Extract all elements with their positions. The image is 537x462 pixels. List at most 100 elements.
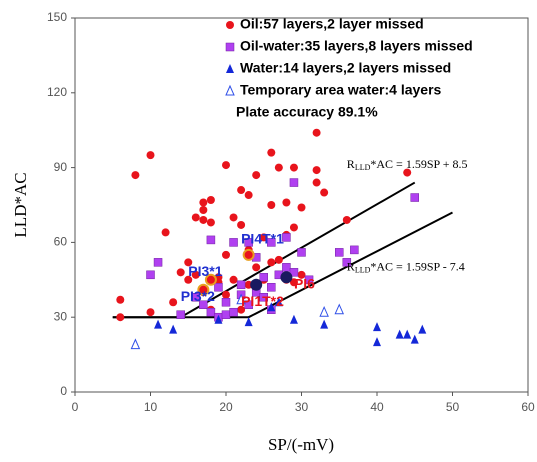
point bbox=[191, 293, 201, 302]
point bbox=[312, 128, 321, 137]
point bbox=[146, 270, 155, 280]
equation-sub: LLD bbox=[355, 265, 371, 274]
equation-rest: *AC = 1.59SP - 7.4 bbox=[370, 259, 464, 273]
point-label: PI6 bbox=[294, 275, 315, 291]
point bbox=[304, 275, 314, 285]
point bbox=[131, 171, 140, 180]
point bbox=[176, 268, 185, 277]
point bbox=[199, 205, 208, 214]
point bbox=[335, 248, 344, 257]
point bbox=[222, 250, 230, 259]
point bbox=[274, 297, 283, 307]
point bbox=[297, 270, 306, 279]
point bbox=[373, 337, 381, 347]
point bbox=[334, 303, 345, 315]
point bbox=[297, 248, 306, 257]
point bbox=[229, 238, 238, 247]
legend-label: Temporary area water:4 layers bbox=[240, 82, 442, 98]
point bbox=[259, 293, 268, 302]
legend-label: Water:14 layers,2 layers missed bbox=[240, 60, 451, 76]
point bbox=[289, 223, 298, 232]
point bbox=[267, 302, 276, 312]
point bbox=[282, 263, 291, 272]
point bbox=[274, 163, 283, 172]
point bbox=[154, 319, 163, 329]
x-tick-label: 30 bbox=[295, 400, 309, 414]
point bbox=[229, 275, 238, 284]
y-tick-label: 150 bbox=[47, 10, 67, 24]
point bbox=[282, 198, 291, 207]
x-tick-label: 40 bbox=[370, 400, 384, 414]
point bbox=[184, 275, 193, 284]
point bbox=[267, 258, 276, 267]
point bbox=[191, 213, 200, 222]
point bbox=[342, 258, 352, 267]
equation-r: R bbox=[347, 157, 355, 171]
point bbox=[289, 314, 298, 324]
equation: RLLD*AC = 1.59SP + 8.5 bbox=[347, 157, 468, 172]
equation-r: R bbox=[347, 259, 355, 273]
point bbox=[282, 233, 291, 242]
point bbox=[320, 188, 329, 197]
x-tick-label: 20 bbox=[219, 400, 233, 414]
point bbox=[259, 233, 268, 242]
point bbox=[395, 329, 404, 339]
highlight-point bbox=[197, 283, 210, 296]
legend-marker bbox=[225, 84, 235, 96]
point bbox=[297, 203, 306, 212]
point bbox=[236, 293, 246, 305]
point bbox=[403, 329, 412, 339]
equation-sub: LLD bbox=[355, 163, 371, 172]
legend-marker bbox=[225, 42, 235, 52]
legend-label: Oil-water:35 layers,8 layers missed bbox=[240, 38, 473, 54]
highlight-point bbox=[280, 271, 293, 284]
point bbox=[267, 283, 276, 292]
point bbox=[252, 263, 261, 272]
point bbox=[244, 300, 253, 309]
point bbox=[229, 213, 238, 222]
point bbox=[199, 198, 208, 207]
point bbox=[319, 305, 329, 317]
point bbox=[237, 220, 246, 229]
point bbox=[184, 258, 193, 267]
point bbox=[130, 338, 141, 350]
point bbox=[169, 324, 178, 334]
legend-marker bbox=[226, 21, 234, 29]
x-tick-label: 60 bbox=[521, 400, 535, 414]
point bbox=[206, 218, 215, 227]
point bbox=[289, 268, 299, 277]
highlight-point bbox=[242, 248, 255, 261]
point bbox=[373, 322, 381, 332]
point bbox=[252, 171, 261, 180]
legend-marker bbox=[226, 64, 234, 73]
point bbox=[214, 314, 223, 324]
point bbox=[410, 334, 419, 344]
point-label: PI3*1 bbox=[188, 263, 222, 279]
point bbox=[244, 191, 253, 200]
point-label: PI4T*1 bbox=[241, 231, 284, 247]
point bbox=[161, 228, 170, 237]
y-tick-label: 0 bbox=[60, 384, 67, 398]
point bbox=[221, 297, 231, 307]
point bbox=[267, 238, 276, 247]
point bbox=[236, 280, 246, 290]
point bbox=[221, 310, 231, 319]
legend-label: Oil:57 layers,2 layer missed bbox=[240, 16, 424, 32]
point-label: PI1T*2 bbox=[241, 293, 284, 309]
point bbox=[289, 278, 298, 287]
point bbox=[289, 163, 298, 172]
point bbox=[146, 151, 155, 160]
point bbox=[289, 178, 299, 187]
point-label: PI3*2 bbox=[181, 288, 215, 304]
point bbox=[244, 238, 253, 247]
highlight-point bbox=[204, 273, 217, 286]
point bbox=[244, 317, 253, 327]
y-tick-label: 90 bbox=[54, 160, 68, 174]
point bbox=[312, 178, 321, 187]
point bbox=[350, 245, 359, 255]
point bbox=[199, 215, 208, 224]
note: Plate accuracy 89.1% bbox=[236, 104, 378, 120]
point bbox=[403, 168, 412, 177]
point bbox=[267, 201, 276, 209]
